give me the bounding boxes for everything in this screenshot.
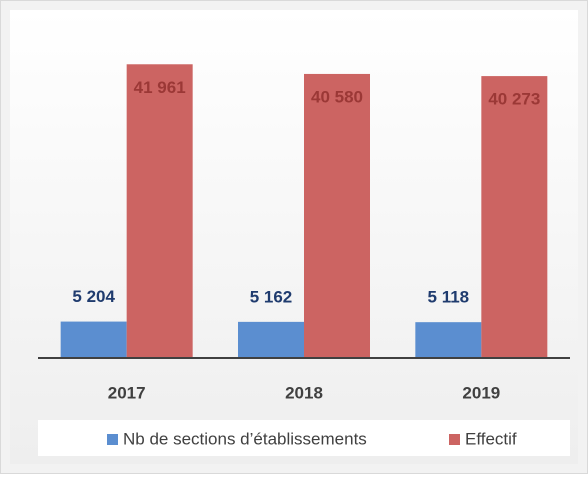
bar — [304, 73, 370, 358]
bar — [415, 322, 482, 358]
x-tick-label: 2019 — [462, 383, 500, 402]
data-label: 5 204 — [72, 287, 115, 306]
legend-label: Effectif — [465, 429, 517, 448]
x-tick-label: 2017 — [108, 383, 146, 402]
bar — [60, 321, 127, 358]
bar — [481, 76, 548, 359]
x-tick-label: 2018 — [285, 383, 323, 402]
legend-swatch — [449, 434, 460, 445]
legend-label: Nb de sections d’établissements — [123, 429, 367, 448]
bar — [126, 64, 193, 358]
data-label: 40 273 — [488, 90, 540, 109]
legend-swatch — [107, 434, 118, 445]
legend-box — [38, 420, 570, 456]
data-label: 40 580 — [311, 87, 363, 106]
bar — [238, 321, 304, 358]
data-label: 5 162 — [250, 287, 293, 306]
data-label: 5 118 — [428, 288, 470, 307]
data-label: 41 961 — [134, 78, 186, 97]
